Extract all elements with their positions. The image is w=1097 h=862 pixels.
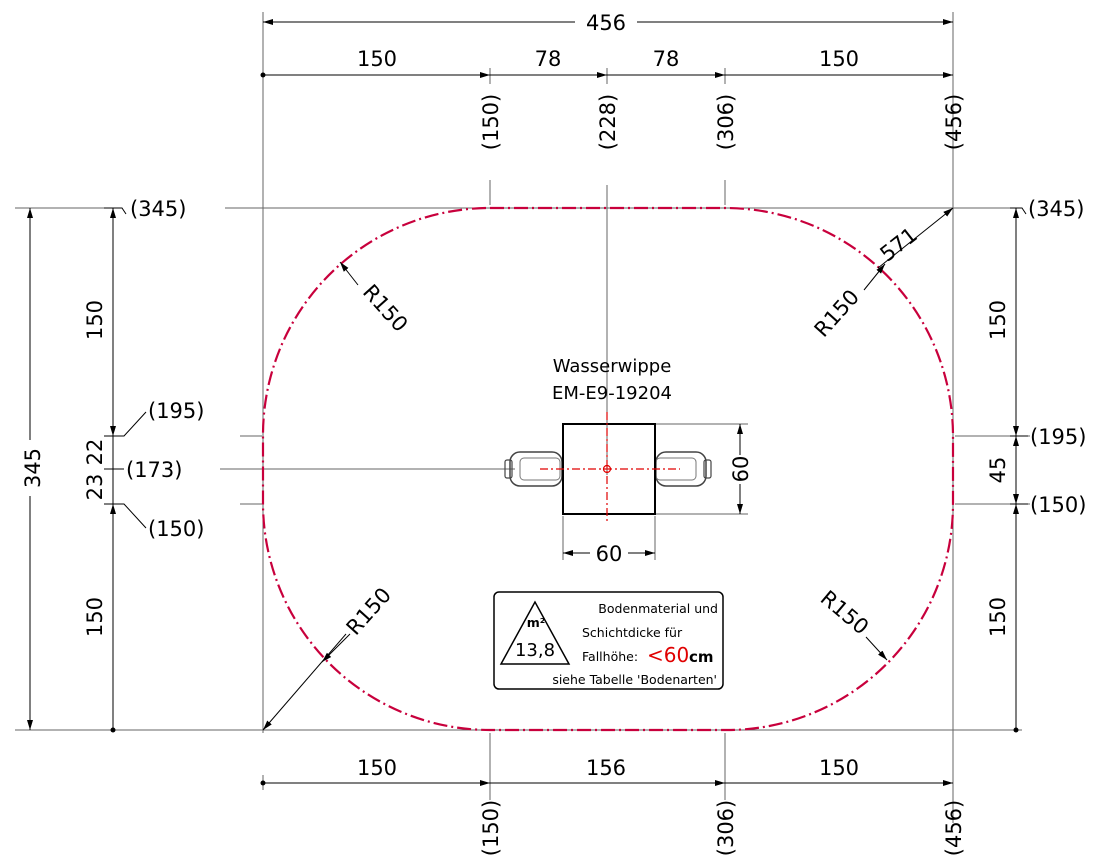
bottom-ordinate-306: (306) [714,800,738,856]
right-segment-2: 45 [986,457,1010,484]
device-width-dim: 60 [596,542,623,566]
right-dimensions: 150 45 150 (345) (195) (150) [986,197,1086,733]
fall-height-value: <60 [647,643,689,667]
left-segment-4: 150 [83,597,107,637]
fall-height-unit: cm [689,648,714,666]
right-ordinate-195: (195) [1030,425,1086,449]
left-ordinate-173: (173) [126,458,182,482]
radius-label-top-right: R150 [810,285,864,342]
left-ordinate-345: (345) [130,197,186,221]
bottom-segment-1: 150 [357,756,397,780]
surface-info-box: m² 13,8 Bodenmaterial und Schichtdicke f… [493,591,724,690]
info-line-4: siehe Tabelle 'Bodenarten' [552,672,717,687]
bottom-segment-3: 150 [819,756,859,780]
left-ordinate-195: (195) [148,399,204,423]
overall-height-label: 345 [21,448,45,488]
bottom-dimensions: 150 156 150 (150) (306) (456) [260,756,966,856]
top-ordinate-228: (228) [596,94,620,150]
top-ordinate-456: (456) [942,94,966,150]
right-segment-3: 150 [986,597,1010,637]
bottom-ordinate-150: (150) [479,800,503,856]
top-segment-2: 78 [535,47,562,71]
right-ordinate-150: (150) [1030,493,1086,517]
top-segment-1: 150 [357,47,397,71]
top-ordinate-306: (306) [714,94,738,150]
top-segment-4: 150 [819,47,859,71]
radius-label-bottom-right: R150 [816,586,873,640]
overall-width-label: 456 [586,11,626,35]
area-value: 13,8 [515,640,555,661]
left-segment-1: 150 [83,300,107,340]
info-line-2: Schichtdicke für [582,625,683,640]
device-footprint: Wasserwippe EM-E9-19204 60 60 [504,356,753,566]
area-unit: m² [527,615,546,630]
info-line-1: Bodenmaterial und [598,601,718,616]
device-name: Wasserwippe [553,356,672,377]
left-segment-2: 22 [83,439,107,466]
safety-zone-boundary [261,206,955,732]
top-dimensions: 456 150 78 78 150 (150) (228) (306) (456… [260,11,966,150]
device-code: EM-E9-19204 [552,383,672,404]
right-segment-1: 150 [986,300,1010,340]
left-segment-3: 23 [83,474,107,501]
info-line-3-label: Fallhöhe: [582,649,638,664]
area-triangle-icon [499,600,571,665]
diagonal-label: 571 [876,223,922,267]
bottom-ordinate-456: (456) [942,800,966,856]
left-dimensions: 345 150 22 23 150 (345) (195) (173) (150… [21,197,204,733]
top-segment-3: 78 [653,47,680,71]
left-ordinate-150: (150) [148,517,204,541]
device-height-dim: 60 [729,456,753,483]
radius-label-bottom-left: R150 [342,583,396,640]
right-ordinate-345: (345) [1028,197,1084,221]
top-ordinate-150: (150) [479,94,503,150]
radius-label-top-left: R150 [358,280,412,337]
bottom-segment-2: 156 [586,756,626,780]
